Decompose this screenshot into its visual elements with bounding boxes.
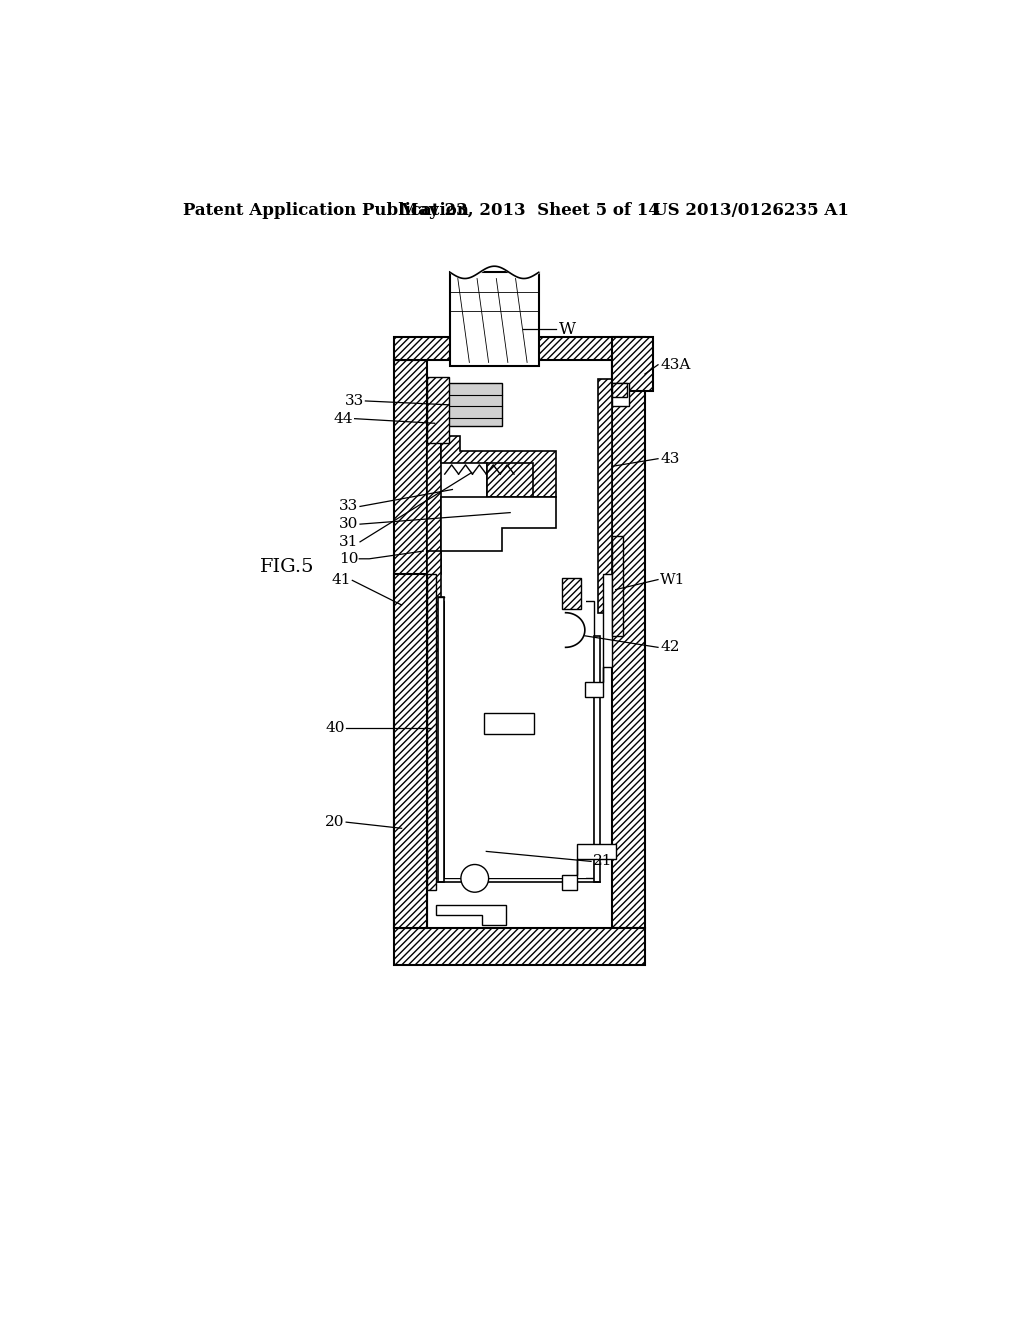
Polygon shape [441, 436, 556, 498]
Text: US 2013/0126235 A1: US 2013/0126235 A1 [652, 202, 849, 219]
Bar [484, 713, 535, 734]
Text: May 23, 2013  Sheet 5 of 14: May 23, 2013 Sheet 5 of 14 [400, 202, 659, 219]
Polygon shape [585, 574, 611, 697]
Text: 30: 30 [339, 517, 358, 531]
Text: W: W [559, 321, 575, 338]
Bar [394, 928, 645, 965]
Text: 31: 31 [339, 535, 358, 549]
Circle shape [461, 865, 488, 892]
Text: 43: 43 [660, 451, 680, 466]
Bar [611, 360, 645, 928]
Bar [438, 597, 444, 882]
Polygon shape [436, 906, 506, 924]
Bar [594, 636, 600, 882]
Text: 33: 33 [339, 499, 358, 513]
Bar [611, 383, 629, 407]
Polygon shape [441, 498, 556, 552]
Text: 40: 40 [326, 721, 345, 735]
Bar [427, 574, 436, 890]
Bar [611, 536, 624, 636]
Text: 43A: 43A [660, 358, 691, 372]
Bar [611, 337, 652, 391]
Text: 20: 20 [326, 816, 345, 829]
Text: 21: 21 [593, 854, 612, 869]
Bar [598, 379, 611, 612]
Text: 33: 33 [345, 393, 364, 408]
Text: Patent Application Publication: Patent Application Publication [183, 202, 469, 219]
Text: FIG.5: FIG.5 [260, 557, 314, 576]
Bar [611, 383, 628, 397]
Bar [394, 337, 645, 360]
Text: W1: W1 [660, 573, 686, 586]
Text: 41: 41 [332, 573, 351, 587]
Bar [427, 378, 449, 444]
Polygon shape [487, 462, 534, 498]
Text: 10: 10 [339, 552, 358, 566]
Polygon shape [444, 601, 594, 878]
Polygon shape [441, 383, 503, 425]
Text: 44: 44 [334, 412, 353, 425]
Text: 42: 42 [660, 640, 680, 655]
Polygon shape [427, 552, 441, 651]
Polygon shape [562, 843, 615, 890]
Polygon shape [562, 578, 581, 609]
Bar [427, 383, 441, 574]
Bar [394, 360, 427, 928]
Polygon shape [451, 272, 539, 367]
Bar [445, 578, 587, 878]
Bar [394, 574, 427, 928]
